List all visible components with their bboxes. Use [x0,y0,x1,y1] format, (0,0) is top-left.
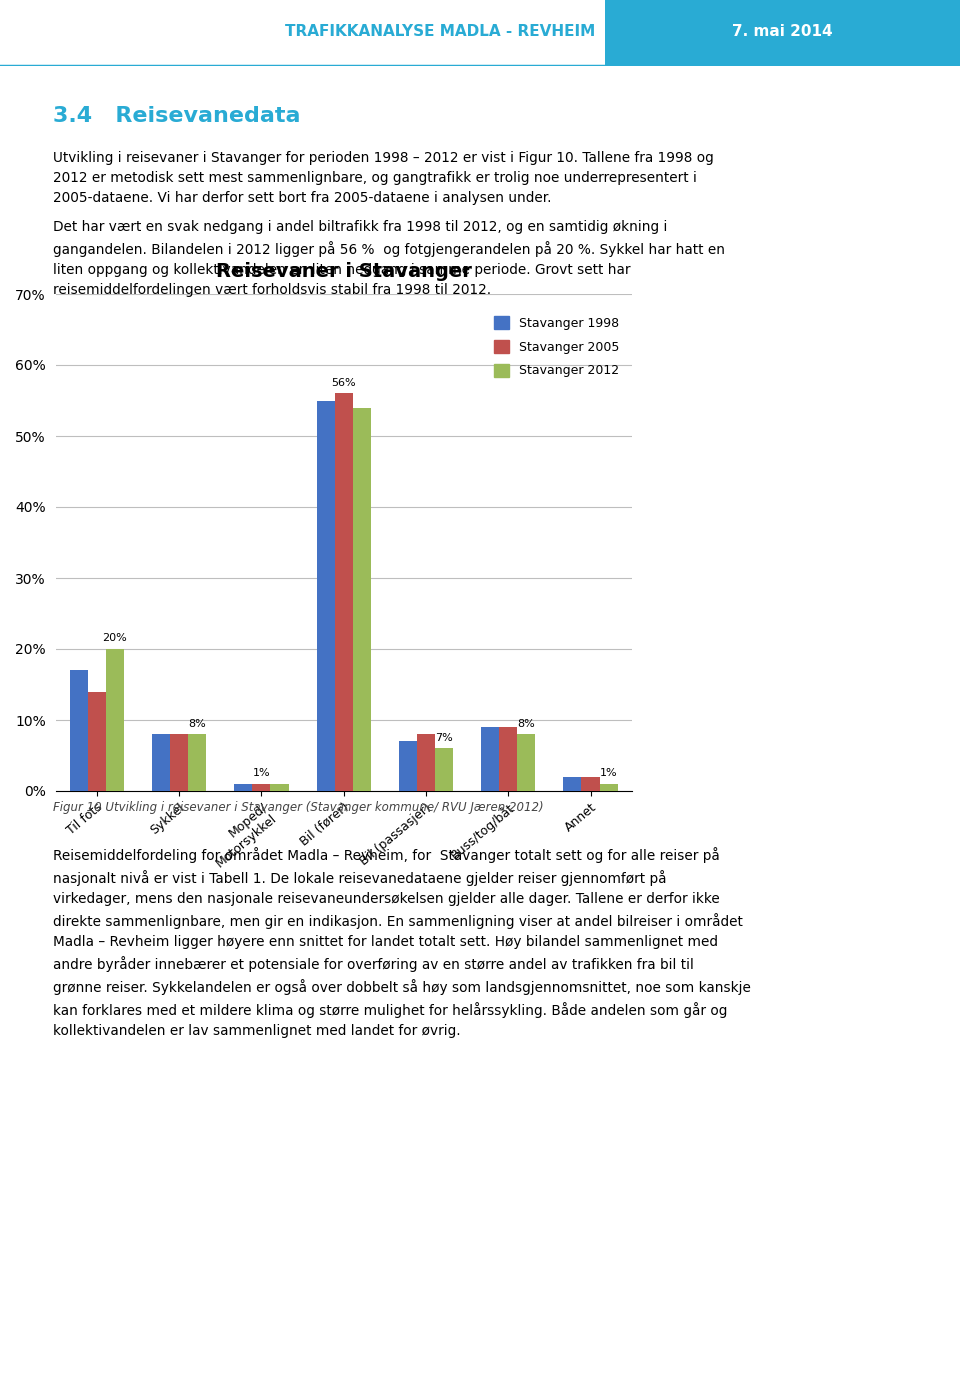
Bar [435,749,453,791]
Legend: Stavanger 1998, Stavanger 2005, Stavanger 2012: Stavanger 1998, Stavanger 2005, Stavange… [488,311,625,384]
Bar [87,692,106,791]
Bar [564,777,582,791]
Bar [70,671,87,791]
Text: 8%: 8% [188,718,206,728]
Text: 1%: 1% [252,769,270,778]
Bar [417,734,435,791]
Text: Det har vært en svak nedgang i andel biltrafikk fra 1998 til 2012, og en samtidi: Det har vært en svak nedgang i andel bil… [53,220,725,297]
Text: 20%: 20% [103,633,128,644]
Bar [481,727,499,791]
Bar [352,407,371,791]
Text: Figur 10 Utvikling i reisevaner i Stavanger (Stavanger kommune/ RVU Jæren 2012): Figur 10 Utvikling i reisevaner i Stavan… [53,801,543,813]
Text: 56%: 56% [331,378,356,388]
Bar [600,784,617,791]
Bar [517,734,536,791]
Bar [335,393,352,791]
Text: Reisemiddelfordeling for området Madla – Revheim, for  Stavanger totalt sett og : Reisemiddelfordeling for området Madla –… [53,847,751,1039]
Bar [234,784,252,791]
Bar [582,777,600,791]
Bar [271,784,289,791]
Bar [398,742,417,791]
Bar [317,400,335,791]
Bar [499,727,517,791]
Text: 17: 17 [884,1371,909,1387]
Bar [170,734,188,791]
Bar [252,784,271,791]
Title: Reisevaner i Stavanger: Reisevaner i Stavanger [216,262,471,281]
Text: Utvikling i reisevaner i Stavanger for perioden 1998 – 2012 er vist i Figur 10. : Utvikling i reisevaner i Stavanger for p… [53,151,713,206]
Bar [152,734,170,791]
Text: 7. mai 2014: 7. mai 2014 [732,24,832,39]
FancyBboxPatch shape [605,0,960,66]
Text: 3.4   Reisevanedata: 3.4 Reisevanedata [53,106,300,126]
Text: 8%: 8% [517,718,536,728]
Text: 7%: 7% [435,732,453,743]
Text: TRAFIKKANALYSE MADLA - REVHEIM: TRAFIKKANALYSE MADLA - REVHEIM [285,24,595,39]
Bar [106,650,124,791]
Text: 1%: 1% [600,769,617,778]
Bar [188,734,206,791]
